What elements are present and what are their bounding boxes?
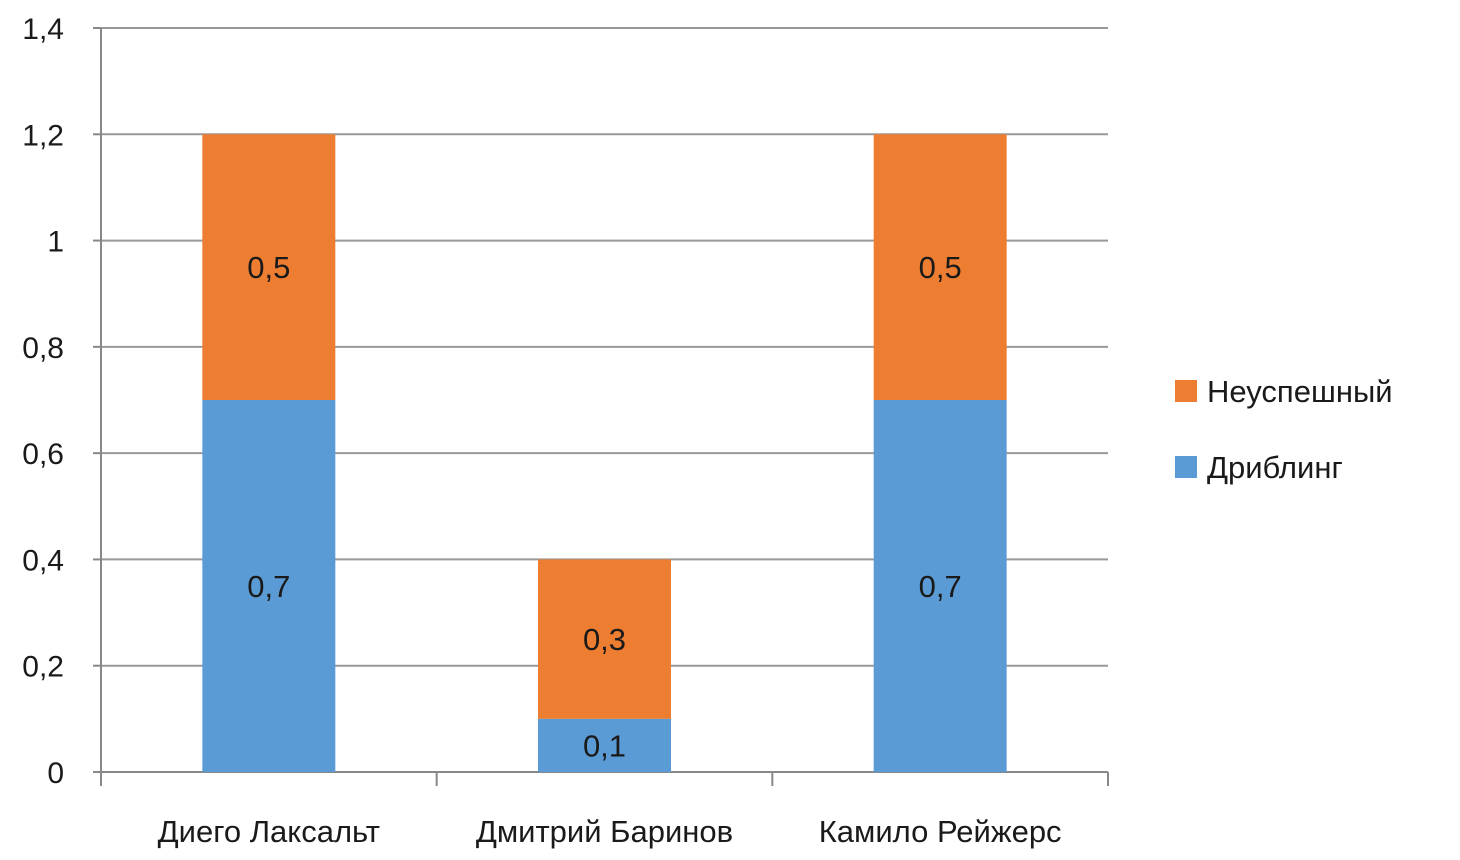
y-axis-tick-labels: 0 0,2 0,4 0,6 0,8 1 1,2 1,4 [22,13,64,790]
data-label: 0,3 [583,622,626,657]
bar-segment-dribbling [202,400,336,772]
data-label: 0,5 [247,250,290,285]
data-label: 0,5 [919,250,962,285]
bar-segment-dribbling [873,400,1007,772]
bars [202,134,1007,772]
category-label: Диего Лаксальт [158,814,380,849]
legend-label: Неуспешный [1207,374,1393,409]
data-labels: 0,7 0,5 0,1 0,3 0,7 0,5 [247,250,961,763]
bar-segment-unsuccessful [873,134,1007,401]
data-label: 0,7 [247,569,290,604]
y-tick-label: 0,4 [22,544,64,577]
y-tick-label: 0 [47,757,64,790]
legend: Неуспешный Дриблинг [1175,374,1393,485]
legend-swatch [1175,380,1197,402]
y-tick-label: 1,4 [22,13,64,46]
legend-label: Дриблинг [1207,450,1343,485]
x-axis-category-labels: Диего Лаксальт Дмитрий Баринов Камило Рейж… [158,814,1062,849]
y-tick-label: 0,8 [22,332,64,365]
y-tick-label: 1 [47,226,64,259]
data-label: 0,1 [583,728,626,763]
data-label: 0,7 [919,569,962,604]
y-tick-label: 1,2 [22,119,64,152]
category-label: Дмитрий Баринов [476,814,733,849]
category-label: Камило Рейжерс [819,814,1062,849]
bar-segment-unsuccessful [202,134,336,401]
y-tick-label: 0,6 [22,438,64,471]
bar-segment-unsuccessful [538,559,671,719]
bar-segment-dribbling [538,718,671,772]
legend-swatch [1175,456,1197,478]
y-tick-label: 0,2 [22,651,64,684]
